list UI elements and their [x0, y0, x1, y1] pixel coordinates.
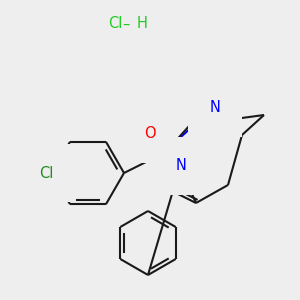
Text: N: N — [176, 158, 186, 173]
Text: O: O — [144, 127, 156, 142]
Text: N: N — [210, 100, 220, 116]
Text: H: H — [137, 16, 148, 32]
Text: –: – — [122, 16, 130, 32]
Text: Cl: Cl — [39, 166, 53, 181]
Text: Cl: Cl — [108, 16, 122, 32]
